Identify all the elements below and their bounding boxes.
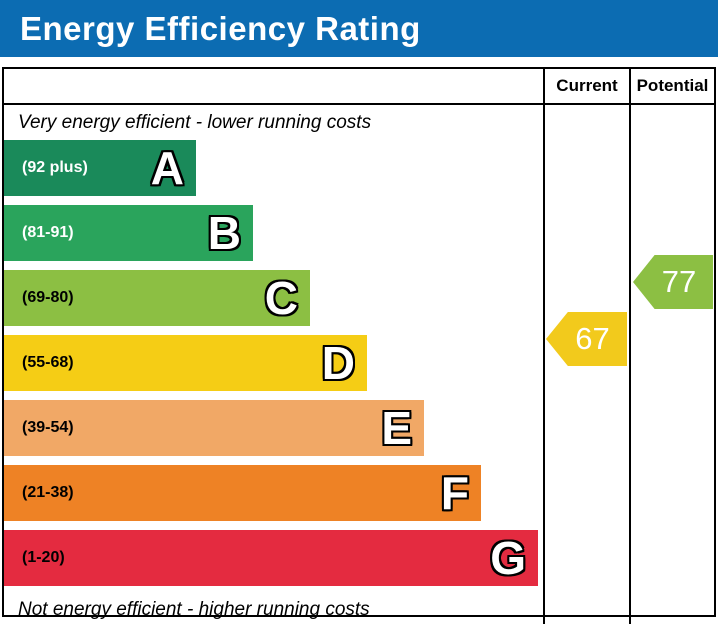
- band-c-row: (69-80) C: [4, 270, 310, 326]
- table-body: Very energy efficient - lower running co…: [4, 105, 714, 624]
- band-d-row: (55-68) D: [4, 335, 367, 391]
- band-a-row: (92 plus) A: [4, 140, 196, 196]
- band-f-range: (21-38): [22, 484, 74, 501]
- band-f-letter: F: [440, 467, 469, 519]
- band-g-letter: G: [490, 532, 526, 584]
- page-title: Energy Efficiency Rating: [20, 9, 421, 47]
- rating-scale-header-cell: [4, 69, 545, 103]
- band-c-letter: C: [264, 272, 298, 324]
- band-e-range: (39-54): [22, 419, 74, 436]
- band-b-letter: B: [207, 207, 241, 259]
- band-e-letter: E: [381, 402, 412, 454]
- band-a-letter: A: [150, 142, 184, 194]
- table-header-row: Current Potential: [4, 69, 714, 105]
- band-d-letter: D: [321, 337, 355, 389]
- title-bar: Energy Efficiency Rating: [0, 0, 718, 57]
- top-note: Very energy efficient - lower running co…: [18, 112, 372, 133]
- bottom-note: Not energy efficient - higher running co…: [18, 599, 370, 620]
- potential-rating-arrow: 77: [633, 255, 713, 309]
- band-b-range: (81-91): [22, 224, 74, 241]
- band-e-row: (39-54) E: [4, 400, 424, 456]
- potential-column-header: Potential: [636, 76, 709, 95]
- potential-rating-value: 77: [661, 264, 697, 299]
- band-b-row: (81-91) B: [4, 205, 253, 261]
- band-g-range: (1-20): [22, 549, 65, 566]
- rating-scale-column: Very energy efficient - lower running co…: [4, 105, 545, 624]
- band-g-row: (1-20) G: [4, 530, 538, 586]
- current-rating-value: 67: [575, 321, 610, 356]
- band-a-range: (92 plus): [22, 159, 88, 176]
- current-rating-arrow: 67: [546, 312, 627, 366]
- current-column-header: Current: [545, 69, 631, 103]
- band-d-range: (55-68): [22, 354, 74, 371]
- potential-column: 77: [631, 105, 714, 624]
- current-column: 67: [545, 105, 631, 624]
- band-f-row: (21-38) F: [4, 465, 481, 521]
- band-c-range: (69-80): [22, 289, 74, 306]
- energy-rating-table: Current Potential Very energy efficient …: [2, 67, 716, 624]
